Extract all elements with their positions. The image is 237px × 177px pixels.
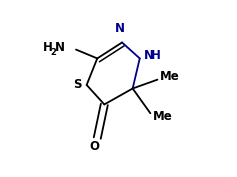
Text: N: N xyxy=(114,22,124,35)
Text: O: O xyxy=(90,139,100,153)
Text: Me: Me xyxy=(153,110,173,123)
Text: 2: 2 xyxy=(50,48,56,57)
Text: N: N xyxy=(55,41,64,54)
Text: N: N xyxy=(144,49,154,62)
Text: H: H xyxy=(42,41,52,54)
Text: Me: Me xyxy=(160,70,180,84)
Text: S: S xyxy=(73,78,81,91)
Text: H: H xyxy=(151,49,161,62)
